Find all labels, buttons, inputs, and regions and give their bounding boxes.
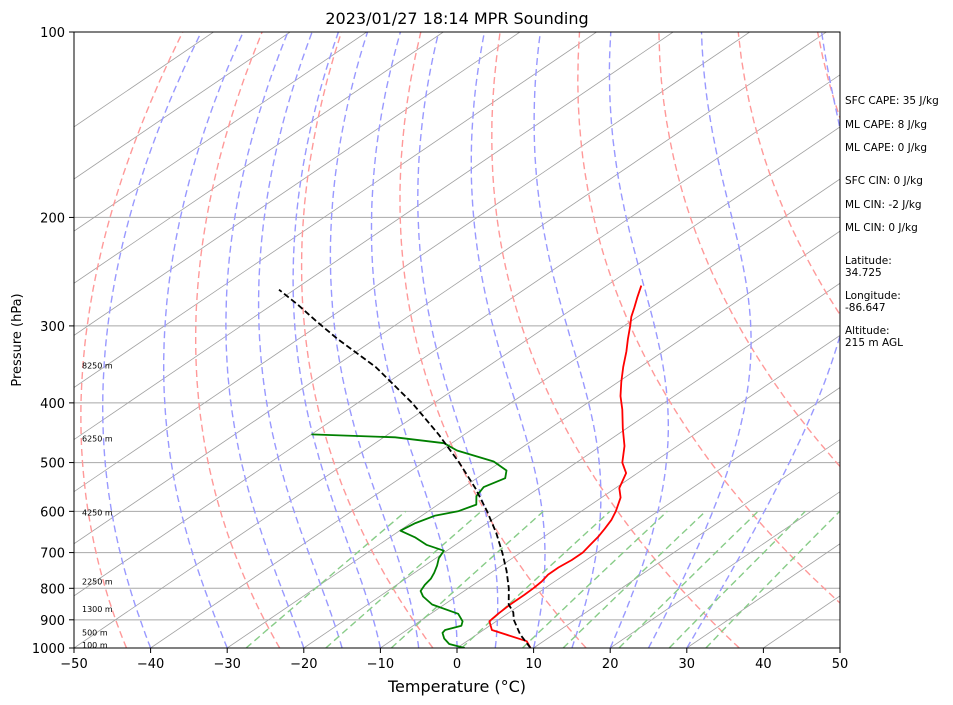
stat-annotation: Longitude: -86.647: [845, 290, 901, 314]
height-label: 1300 m: [82, 605, 113, 614]
plot-background: [74, 32, 840, 648]
mixing-ratio-line: [245, 510, 407, 648]
isotherm-line: [456, 386, 840, 648]
dewpoint-line: [311, 433, 508, 648]
isotherm-line: [150, 178, 840, 648]
isotherm-line: [74, 32, 521, 336]
y-axis-label: Pressure (hPa): [10, 293, 25, 386]
x-tick-label: −30: [213, 657, 240, 672]
x-tick-label: 10: [525, 657, 542, 672]
y-tick-label: 600: [40, 505, 65, 520]
y-tick-label: 700: [40, 547, 65, 562]
dry-adiabat-line: [300, 32, 434, 648]
moist-adiabat-line: [329, 32, 420, 648]
stats-annotations: SFC CAPE: 35 J/kg ML CAPE: 8 J/kg ML CAPE:…: [845, 95, 939, 349]
mixing-ratio-line: [618, 510, 759, 648]
x-axis: −50 −40 −30 −20 −10 0 10 20 30 40 50: [60, 648, 848, 672]
mixing-ratio-line: [461, 510, 611, 648]
isotherm-line: [74, 32, 750, 493]
temperature-line: [488, 285, 643, 648]
x-tick-label: 0: [453, 657, 461, 672]
isotherm-line: [380, 334, 840, 648]
stat-annotation: SFC CIN: 0 J/kg: [845, 175, 923, 187]
stat-annotation: ML CAPE: 8 J/kg: [845, 119, 927, 131]
mixing-ratio-line: [522, 510, 668, 648]
stat-annotation: ML CAPE: 0 J/kg: [845, 142, 927, 154]
stat-annotation: Altitude: 215 m AGL: [845, 325, 903, 349]
mixing-ratio-line: [705, 510, 840, 648]
x-tick-label: 40: [755, 657, 772, 672]
moist-adiabat-line: [608, 32, 669, 648]
y-tick-label: 300: [40, 320, 65, 335]
dry-adiabat-line: [491, 32, 740, 648]
chart-title: 2023/01/27 18:14 MPR Sounding: [325, 9, 588, 28]
isotherm-line: [74, 32, 367, 232]
stat-annotation: ML CIN: 0 J/kg: [845, 222, 918, 234]
dry-adiabat-line: [195, 32, 281, 648]
height-label: 100 m: [82, 641, 108, 650]
dry-adiabat-line: [80, 32, 184, 648]
isotherm-line: [74, 32, 597, 388]
moist-adiabat-line: [225, 32, 305, 648]
isotherm-line: [686, 543, 840, 648]
isotherm-line: [74, 74, 840, 597]
parcel-line: [278, 288, 532, 648]
x-axis-label: Temperature (°C): [387, 677, 526, 696]
moist-adiabat-line: [417, 32, 499, 648]
x-tick-label: −50: [60, 657, 87, 672]
moist-adiabat-line: [292, 32, 382, 648]
mixing-ratio-line: [562, 510, 707, 648]
x-tick-label: −10: [367, 657, 394, 672]
height-label: 500 m: [82, 629, 108, 638]
isotherm-line: [74, 32, 291, 180]
data-lines: [278, 285, 643, 648]
y-tick-label: 400: [40, 397, 65, 412]
stat-annotation: Latitude: 34.725: [845, 255, 892, 279]
x-tick-label: 50: [832, 657, 849, 672]
moist-adiabat-line: [470, 32, 546, 648]
y-tick-label: 900: [40, 614, 65, 629]
dry-adiabat-line: [399, 32, 587, 648]
y-axis: 1000 900 800 700 600 500 400 300 200 100: [32, 26, 74, 657]
plot-area: 100 m 500 m 1300 m 2250 m 4250 m 6250 m 8250 m: [73, 31, 841, 650]
y-tick-label: 200: [40, 211, 65, 226]
y-tick-label: 1000: [32, 642, 65, 657]
height-labels: 100 m 500 m 1300 m 2250 m 4250 m 6250 m 8250 m: [82, 362, 113, 650]
isotherm-line: [226, 230, 840, 648]
moist-adiabat-line: [163, 32, 244, 648]
x-tick-label: 20: [602, 657, 619, 672]
moist-adiabat-line: [102, 32, 202, 648]
background-lines: [74, 32, 840, 648]
isotherm-line: [74, 32, 444, 284]
x-tick-label: 30: [679, 657, 696, 672]
moist-adiabat-line: [647, 32, 752, 648]
stat-annotation: ML CIN: -2 J/kg: [845, 199, 922, 211]
isotherm-line: [74, 32, 674, 441]
isotherm-line: [533, 439, 840, 648]
y-tick-label: 800: [40, 582, 65, 597]
isotherm-line: [609, 491, 840, 648]
y-tick-label: 500: [40, 457, 65, 472]
isotherm-line: [74, 32, 827, 545]
isotherm-line: [303, 282, 840, 648]
mixing-ratio-line: [390, 510, 544, 648]
height-label: 8250 m: [82, 362, 113, 371]
moist-adiabat-line: [533, 32, 602, 648]
stat-annotation: SFC CAPE: 35 J/kg: [845, 95, 939, 107]
x-tick-label: −40: [137, 657, 164, 672]
height-label: 6250 m: [82, 435, 113, 444]
mixing-ratio-line: [668, 510, 806, 648]
moist-adiabat-line: [257, 32, 343, 648]
mixing-ratio-line: [325, 510, 482, 648]
height-label: 4250 m: [82, 509, 113, 518]
y-tick-label: 100: [40, 26, 65, 41]
x-tick-label: −20: [290, 657, 317, 672]
height-label: 2250 m: [82, 578, 113, 587]
